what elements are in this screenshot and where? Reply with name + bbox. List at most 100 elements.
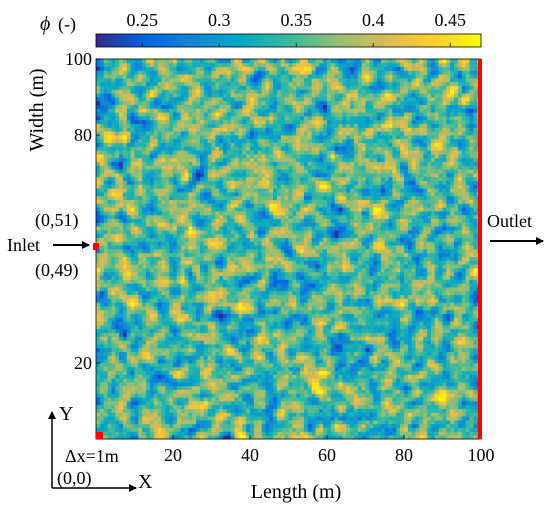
colorbar-label-symbol: ϕ	[40, 13, 50, 35]
heatmap-cell	[473, 347, 478, 352]
heatmap-cell	[115, 401, 120, 406]
heatmap-cell	[400, 435, 405, 440]
heatmap-cell	[142, 355, 147, 360]
heatmap-cell	[280, 382, 286, 387]
heatmap-cell	[438, 264, 443, 269]
heatmap-cell	[257, 416, 262, 421]
heatmap-cell	[446, 340, 451, 345]
heatmap-cell	[96, 290, 101, 295]
heatmap-cell	[365, 336, 370, 341]
heatmap-cell	[450, 397, 455, 402]
heatmap-cell	[380, 306, 386, 311]
heatmap-cell	[446, 435, 451, 440]
heatmap-cell	[122, 325, 128, 330]
heatmap-cell	[296, 435, 301, 440]
heatmap-cell	[250, 370, 255, 375]
heatmap-cell	[442, 385, 447, 390]
heatmap-cell	[107, 271, 112, 276]
heatmap-cell	[353, 332, 359, 337]
heatmap-cell	[119, 393, 124, 398]
heatmap-cell	[384, 309, 389, 314]
heatmap-cell	[334, 336, 339, 341]
heatmap-cell	[115, 412, 120, 417]
heatmap-cell	[192, 271, 197, 276]
heatmap-cell	[400, 252, 405, 257]
heatmap-cell	[357, 347, 363, 352]
heatmap-cell	[238, 294, 243, 299]
heatmap-cell	[250, 374, 255, 379]
heatmap-cell	[323, 298, 328, 303]
heatmap-cell	[319, 351, 324, 356]
heatmap-cell	[334, 431, 339, 436]
heatmap-cell	[388, 359, 393, 364]
heatmap-cell	[342, 420, 347, 425]
heatmap-cell	[107, 321, 112, 326]
heatmap-cell	[388, 294, 393, 299]
heatmap-cell	[380, 309, 386, 314]
heatmap-cell	[115, 306, 120, 311]
heatmap-cell	[142, 370, 147, 375]
heatmap-cell	[265, 332, 270, 337]
heatmap-cell	[138, 287, 143, 292]
heatmap-cell	[346, 374, 351, 379]
heatmap-cell	[296, 404, 301, 409]
heatmap-cell	[411, 389, 416, 394]
heatmap-cell	[188, 431, 193, 436]
heatmap-cell	[357, 374, 363, 379]
heatmap-cell	[211, 271, 216, 276]
heatmap-cell	[361, 306, 366, 311]
heatmap-cell	[130, 378, 135, 383]
heatmap-cell	[338, 287, 343, 292]
heatmap-cell	[134, 382, 139, 387]
heatmap-cell	[280, 309, 286, 314]
heatmap-cell	[173, 393, 178, 398]
heatmap-cell	[427, 268, 432, 273]
heatmap-cell	[250, 283, 255, 288]
heatmap-cell	[99, 309, 105, 314]
heatmap-cell	[465, 420, 470, 425]
heatmap-cell	[388, 279, 393, 284]
heatmap-cell	[446, 404, 451, 409]
heatmap-cell	[176, 344, 182, 349]
heatmap-cell	[392, 332, 397, 337]
heatmap-cell	[427, 260, 432, 265]
heatmap-cell	[373, 264, 378, 269]
colorbar-tick-label: 0.4	[362, 10, 385, 30]
heatmap-cell	[122, 420, 128, 425]
heatmap-cell	[242, 321, 247, 326]
heatmap-cell	[246, 382, 251, 387]
heatmap-cell	[400, 370, 405, 375]
heatmap-cell	[115, 340, 120, 345]
heatmap-cell	[315, 351, 320, 356]
heatmap-cell	[161, 344, 166, 349]
heatmap-cell	[269, 264, 274, 269]
heatmap-cell	[303, 294, 309, 299]
heatmap-cell	[303, 340, 309, 345]
heatmap-cell	[373, 268, 378, 273]
heatmap-cell	[199, 363, 205, 368]
heatmap-cell	[330, 412, 336, 417]
heatmap-cell	[153, 283, 158, 288]
heatmap-cell	[107, 378, 112, 383]
heatmap-cell	[153, 294, 158, 299]
heatmap-cell	[126, 423, 132, 428]
heatmap-cell	[292, 408, 297, 413]
heatmap-cell	[246, 264, 251, 269]
heatmap-cell	[280, 287, 286, 292]
heatmap-cell	[442, 283, 447, 288]
heatmap-cell	[311, 321, 316, 326]
heatmap-cell	[342, 306, 347, 311]
heatmap-cell	[107, 401, 112, 406]
heatmap-cell	[192, 359, 197, 364]
heatmap-cell	[103, 340, 108, 345]
heatmap-cell	[427, 378, 432, 383]
heatmap-cell	[419, 389, 424, 394]
heatmap-cell	[411, 332, 416, 337]
heatmap-cell	[207, 374, 212, 379]
heatmap-cell	[215, 347, 220, 352]
heatmap-cell	[457, 351, 463, 356]
heatmap-cell	[246, 401, 251, 406]
heatmap-cell	[226, 298, 232, 303]
heatmap-cell	[377, 382, 382, 387]
heatmap-cell	[415, 328, 420, 333]
